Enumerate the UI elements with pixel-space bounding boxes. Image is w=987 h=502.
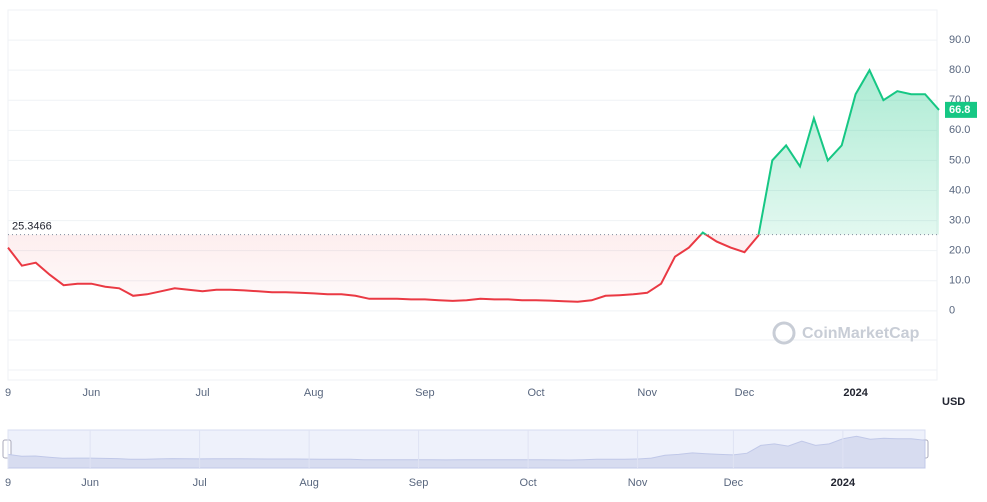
y-tick-label: 10.0: [949, 275, 970, 287]
x-tick-label: 9: [5, 387, 11, 399]
area-down: [8, 234, 759, 302]
y-tick-label: 80.0: [949, 64, 970, 76]
y-tick-label: 0: [949, 305, 955, 317]
y-tick-label: 40.0: [949, 184, 970, 196]
price-line-down: [7, 234, 760, 303]
x-tick-label: Dec: [735, 387, 755, 399]
y-tick-label: 30.0: [949, 214, 970, 226]
baseline-label: 25.3466: [12, 220, 52, 232]
x-tick-label: 2024: [843, 387, 868, 399]
price-badge: [945, 101, 977, 118]
x-tick-label: Jun: [82, 387, 100, 399]
x-tick-label: Jul: [196, 387, 210, 399]
currency-label: USD: [942, 396, 965, 408]
watermark-logo: [772, 321, 796, 345]
navigator-x-label: 9: [5, 477, 11, 489]
price-line-up: [699, 68, 940, 235]
navigator-x-label: Nov: [628, 477, 648, 489]
navigator-x-label: Jun: [81, 477, 99, 489]
watermark: CoinMarketCap: [802, 325, 920, 342]
navigator-x-label: Jul: [193, 477, 207, 489]
price-badge-label: 66.8: [949, 104, 970, 116]
navigator-x-label: Sep: [409, 477, 429, 489]
navigator-x-label: 2024: [831, 477, 856, 489]
x-tick-label: Oct: [527, 387, 544, 399]
x-tick-label: Nov: [637, 387, 657, 399]
y-tick-label: 20.0: [949, 245, 970, 257]
navigator-x-label: Oct: [520, 477, 537, 489]
x-tick-label: Sep: [415, 387, 435, 399]
x-tick-label: Aug: [304, 387, 324, 399]
y-tick-label: 50.0: [949, 154, 970, 166]
navigator-handle[interactable]: [2, 439, 12, 459]
navigator-area: [7, 435, 926, 469]
navigator-x-label: Aug: [299, 477, 319, 489]
navigator-x-label: Dec: [724, 477, 744, 489]
area-up: [8, 70, 939, 235]
y-tick-label: 90.0: [949, 34, 970, 46]
y-tick-label: 60.0: [949, 124, 970, 136]
